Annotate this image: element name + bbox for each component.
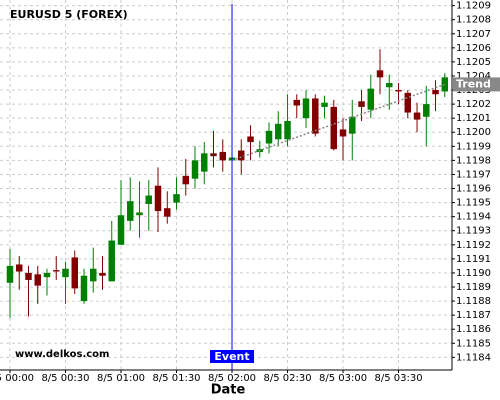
- candle-body: [127, 201, 134, 221]
- candle-body: [247, 136, 254, 143]
- candle-body: [358, 101, 365, 107]
- event-label: Event: [214, 350, 249, 363]
- candle-body: [275, 123, 282, 140]
- candle-body: [182, 175, 189, 185]
- candle-body: [164, 208, 171, 217]
- candle-body: [90, 268, 97, 282]
- x-tick-label: 8/5 00:30: [41, 373, 89, 384]
- y-tick-label: 1.1196: [456, 184, 491, 195]
- candle-body: [284, 120, 291, 140]
- event-label-box: [210, 350, 255, 363]
- y-tick-label: 1.1191: [456, 254, 491, 265]
- plot-area: [0, 0, 452, 370]
- y-tick-label: 1.1190: [456, 268, 491, 279]
- y-tick-label: 1.1187: [456, 310, 491, 321]
- y-tick-label: 1.1193: [456, 226, 491, 237]
- y-tick-label: 1.1206: [456, 43, 491, 54]
- candle-body: [71, 257, 78, 289]
- y-tick-label: 1.1208: [456, 15, 491, 26]
- candle-body: [201, 153, 208, 172]
- candle-body: [441, 77, 449, 92]
- chart-title: EURUSD 5 (FOREX): [10, 8, 128, 21]
- candle-body: [376, 70, 384, 78]
- y-tick-label: 1.1209: [456, 1, 491, 12]
- y-tick-label: 1.1197: [456, 169, 491, 180]
- candle-body: [395, 90, 402, 92]
- x-axis-title: Date: [211, 383, 246, 398]
- candle-body: [404, 92, 412, 113]
- y-tick-label: 1.1192: [456, 240, 491, 251]
- candle-body: [99, 272, 106, 276]
- candle-body: [413, 112, 421, 120]
- y-tick-label: 1.1199: [456, 141, 491, 152]
- x-tick-label: 8/5 00:00: [0, 373, 34, 384]
- candle-body: [330, 106, 338, 150]
- candle-body: [265, 130, 273, 144]
- candle-body: [145, 195, 152, 204]
- y-tick-label: 1.1189: [456, 282, 491, 293]
- candle-body: [321, 102, 328, 107]
- y-tick-label: 1.1200: [456, 127, 491, 138]
- x-tick-label: 8/5 01:00: [97, 373, 145, 384]
- y-tick-label: 1.1198: [456, 155, 491, 166]
- trend-label: Trend: [456, 77, 491, 90]
- candle-body: [339, 129, 347, 137]
- candle-body: [6, 265, 14, 283]
- y-tick-label: 1.1195: [456, 198, 491, 209]
- y-tick-label: 1.1202: [456, 99, 491, 110]
- y-tick-label: 1.1207: [456, 29, 491, 40]
- candle-body: [312, 98, 319, 134]
- x-tick-label: 8/5 01:30: [152, 373, 200, 384]
- y-tick-label: 1.1186: [456, 324, 491, 335]
- x-tick-label: 8/5 03:30: [374, 373, 422, 384]
- candle-body: [293, 99, 301, 106]
- watermark: www.delkos.com: [15, 349, 109, 360]
- candle-body: [367, 88, 375, 110]
- y-tick-label: 1.1184: [456, 352, 491, 363]
- candle-body: [432, 90, 439, 95]
- candle-body: [154, 185, 162, 212]
- trend-line: [231, 83, 446, 162]
- x-tick-label: 8/5 02:00: [208, 373, 256, 384]
- candle-body: [423, 104, 430, 117]
- candle-body: [386, 83, 393, 88]
- y-tick-label: 1.1204: [456, 71, 491, 82]
- x-tick-label: 8/5 02:30: [263, 373, 311, 384]
- x-tick-label: 8/5 03:00: [319, 373, 367, 384]
- candle-body: [62, 268, 69, 278]
- candle-body: [219, 151, 226, 161]
- y-tick-label: 1.1194: [456, 212, 491, 223]
- trend-label-box: [453, 77, 500, 92]
- candle-body: [210, 153, 217, 157]
- candle-body: [80, 275, 88, 302]
- y-tick-label: 1.1201: [456, 113, 491, 124]
- candle-body: [34, 274, 41, 286]
- candle-body: [173, 194, 180, 203]
- y-tick-label: 1.1185: [456, 338, 491, 349]
- candle-body: [108, 240, 115, 282]
- y-tick-label: 1.1205: [456, 57, 491, 68]
- marks: [6, 49, 449, 318]
- candle-body: [349, 116, 356, 134]
- candle-body: [43, 272, 51, 278]
- y-tick-label: 1.1188: [456, 296, 491, 307]
- candle-body: [117, 215, 125, 245]
- candle-body: [191, 160, 199, 179]
- candle-body: [302, 98, 310, 119]
- candle-body: [136, 212, 143, 216]
- candle-body: [16, 264, 23, 272]
- candle-body: [53, 270, 60, 272]
- candle-body: [25, 272, 32, 280]
- candle-body: [238, 150, 245, 161]
